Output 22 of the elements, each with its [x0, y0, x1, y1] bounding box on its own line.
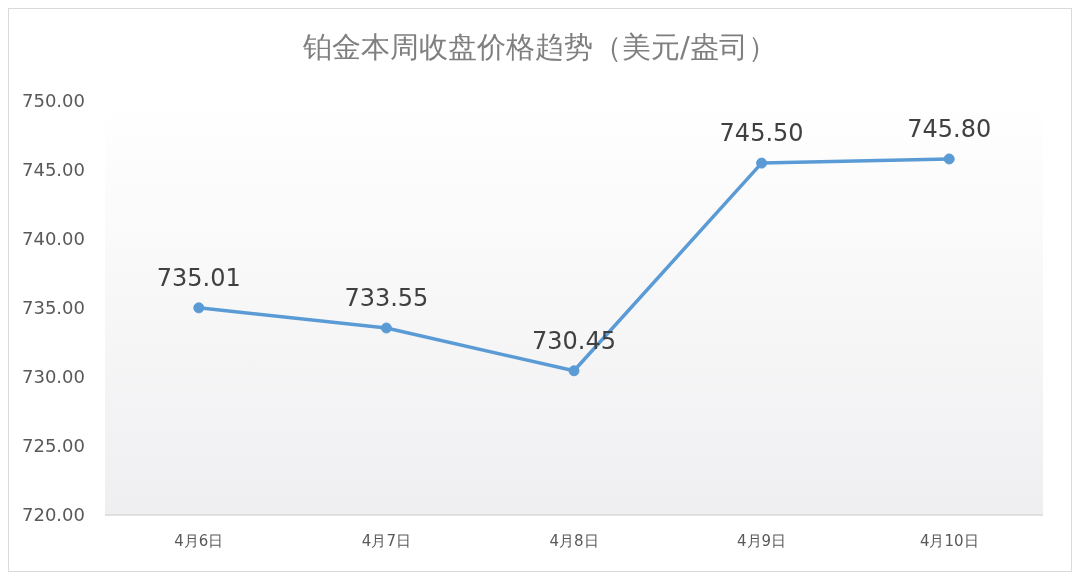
point — [568, 365, 580, 377]
y-tick-label: 720.00 — [22, 504, 85, 526]
y-tick-label: 750.00 — [22, 90, 85, 112]
data-label: 733.55 — [344, 284, 429, 313]
y-tick-label: 725.00 — [22, 435, 85, 457]
data-label: 745.50 — [719, 119, 804, 148]
chart-title: 铂金本周收盘价格趋势（美元/盎司） — [302, 29, 778, 66]
point — [756, 157, 768, 169]
data-label: 735.01 — [156, 263, 241, 292]
y-tick-label: 745.00 — [22, 159, 85, 181]
point — [193, 302, 205, 314]
point — [380, 322, 392, 334]
x-tick-label: 4月9日 — [737, 531, 787, 550]
data-label: 745.80 — [907, 114, 992, 143]
y-tick-label: 735.00 — [22, 297, 85, 319]
x-tick-label: 4月10日 — [919, 531, 979, 550]
point — [943, 153, 955, 165]
x-tick-label: 4月8日 — [549, 531, 599, 550]
y-tick-label: 730.00 — [22, 366, 85, 388]
y-tick-label: 740.00 — [22, 228, 85, 250]
x-tick-label: 4月7日 — [361, 531, 411, 550]
x-tick-label: 4月6日 — [174, 531, 224, 550]
